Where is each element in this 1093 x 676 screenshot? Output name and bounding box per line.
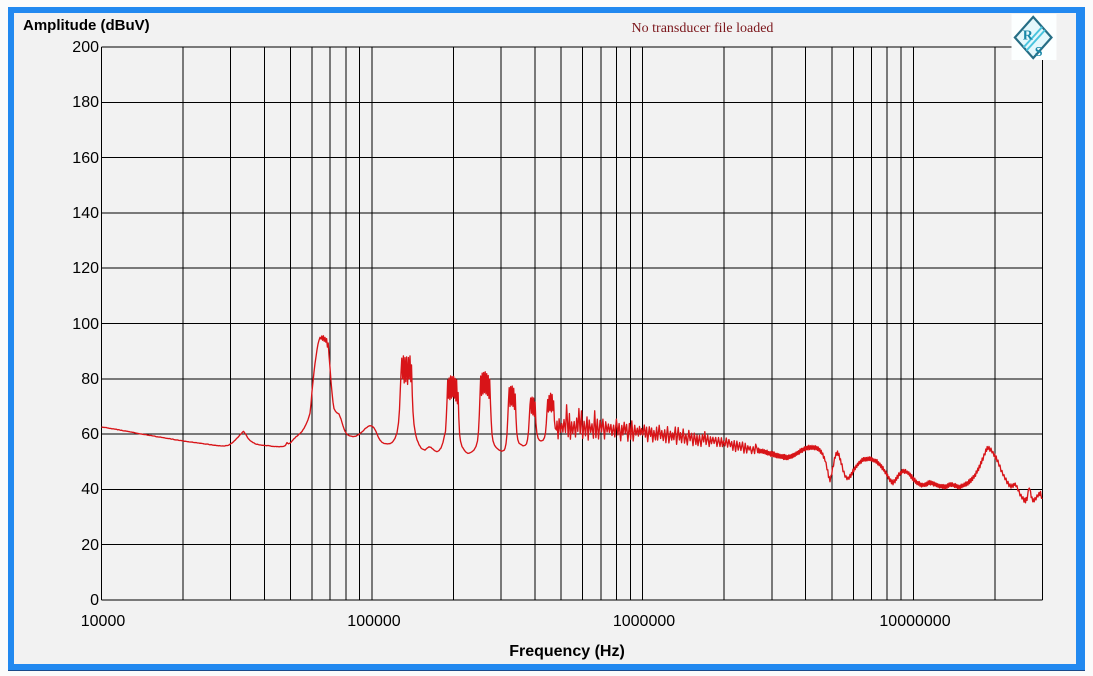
svg-text:S: S	[1035, 45, 1043, 60]
svg-text:R: R	[1023, 29, 1034, 44]
